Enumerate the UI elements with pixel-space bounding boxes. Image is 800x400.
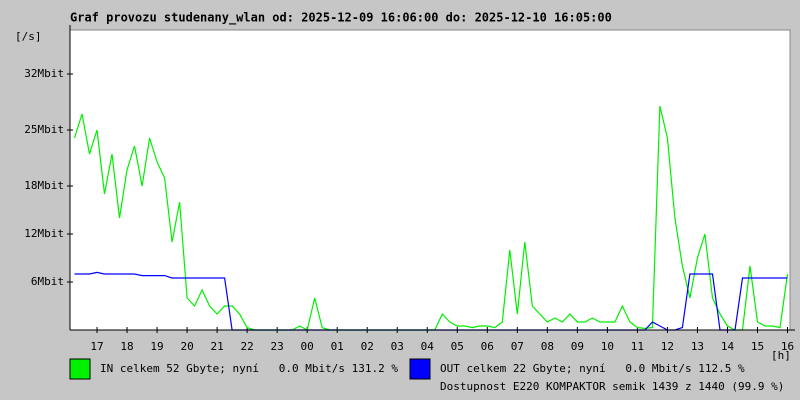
x-tick-label: 16	[781, 340, 794, 353]
x-tick-label: 18	[120, 340, 133, 353]
y-tick-label: 25Mbit	[24, 123, 64, 136]
x-tick-label: 14	[721, 340, 735, 353]
x-tick-label: 12	[661, 340, 674, 353]
y-tick-label: 12Mbit	[24, 227, 64, 240]
x-tick-label: 17	[90, 340, 103, 353]
x-tick-label: 19	[150, 340, 163, 353]
x-tick-label: 11	[631, 340, 644, 353]
annotation: Dostupnost E220 KOMPAKTOR semik 1439 z 1…	[440, 380, 784, 393]
x-tick-label: 08	[541, 340, 554, 353]
y-tick-label: 6Mbit	[31, 275, 64, 288]
y-axis-label: [/s]	[15, 30, 42, 43]
y-tick-label: 18Mbit	[24, 179, 64, 192]
x-tick-label: 06	[481, 340, 494, 353]
x-axis-label: [h]	[771, 349, 791, 362]
x-tick-label: 20	[180, 340, 193, 353]
x-tick-label: 03	[391, 340, 404, 353]
x-tick-label: 13	[691, 340, 704, 353]
x-tick-label: 10	[601, 340, 614, 353]
y-tick-label: 32Mbit	[24, 67, 64, 80]
x-tick-label: 22	[241, 340, 254, 353]
x-tick-label: 21	[210, 340, 223, 353]
plot-area	[69, 29, 791, 331]
x-tick-label: 05	[451, 340, 464, 353]
x-tick-label: 01	[331, 340, 344, 353]
chart-title: Graf provozu studenany_wlan od: 2025-12-…	[70, 11, 612, 26]
legend-out: OUT celkem 22 Gbyte; nyní 0.0 Mbit/s 112…	[440, 362, 745, 375]
x-tick-label: 04	[421, 340, 435, 353]
legend-swatch-out	[409, 358, 431, 380]
x-tick-label: 23	[271, 340, 284, 353]
x-tick-label: 07	[511, 340, 524, 353]
x-tick-label: 09	[571, 340, 584, 353]
legend-swatch-in	[69, 358, 91, 380]
x-tick-label: 00	[301, 340, 314, 353]
x-tick-label: 02	[361, 340, 374, 353]
legend-in: IN celkem 52 Gbyte; nyní 0.0 Mbit/s 131.…	[100, 362, 398, 375]
x-tick-label: 15	[751, 340, 764, 353]
